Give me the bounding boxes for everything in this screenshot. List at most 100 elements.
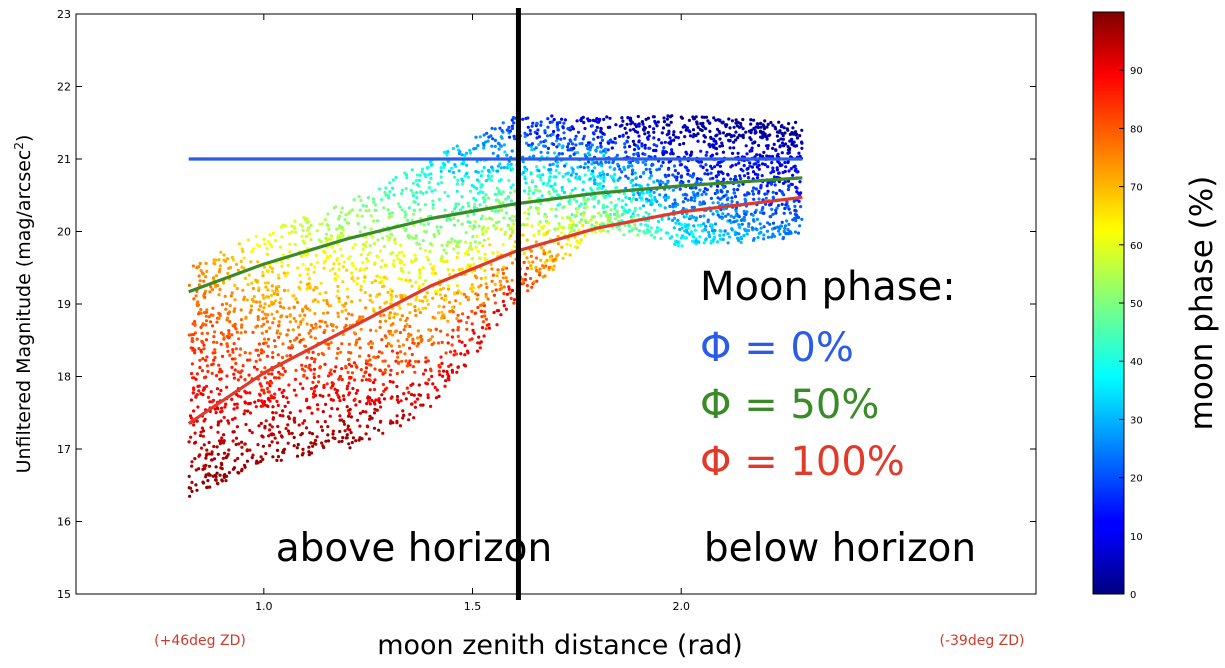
- scatter-point: [199, 430, 203, 434]
- scatter-point: [325, 324, 329, 328]
- scatter-point: [242, 256, 246, 260]
- scatter-point: [485, 323, 489, 327]
- scatter-point: [219, 419, 223, 423]
- scatter-point: [501, 121, 505, 125]
- scatter-point: [561, 144, 565, 148]
- scatter-point: [345, 268, 349, 272]
- scatter-point: [762, 225, 766, 229]
- scatter-point: [438, 373, 442, 377]
- scatter-point: [590, 188, 594, 192]
- scatter-point: [195, 488, 199, 492]
- scatter-point: [665, 123, 669, 127]
- scatter-point: [314, 253, 318, 257]
- scatter-point: [436, 341, 441, 345]
- scatter-point: [523, 189, 527, 193]
- scatter-point: [734, 130, 738, 134]
- scatter-point: [555, 227, 560, 231]
- scatter-point: [642, 128, 646, 132]
- scatter-point: [243, 351, 247, 355]
- scatter-point: [553, 182, 557, 186]
- scatter-point: [456, 313, 460, 317]
- scatter-point: [407, 334, 411, 339]
- scatter-point: [284, 426, 288, 431]
- scatter-point: [361, 315, 365, 319]
- scatter-point: [304, 399, 309, 403]
- scatter-point: [698, 214, 703, 219]
- scatter-point: [346, 257, 350, 261]
- scatter-point: [410, 168, 414, 172]
- scatter-point: [560, 245, 564, 249]
- scatter-point: [202, 347, 206, 351]
- scatter-point: [389, 368, 393, 372]
- scatter-point: [390, 289, 394, 293]
- scatter-point: [218, 367, 222, 371]
- scatter-point: [205, 448, 209, 452]
- scatter-point: [755, 122, 760, 126]
- scatter-point: [490, 178, 494, 182]
- scatter-point: [747, 129, 751, 133]
- scatter-point: [630, 227, 634, 231]
- scatter-point: [490, 289, 495, 293]
- scatter-point: [329, 386, 333, 390]
- scatter-point: [295, 446, 299, 450]
- scatter-point: [582, 166, 586, 170]
- scatter-point: [308, 286, 312, 290]
- scatter-point: [771, 166, 775, 170]
- scatter-point: [484, 229, 488, 233]
- scatter-point: [366, 253, 370, 257]
- scatter-point: [736, 237, 740, 241]
- scatter-point: [371, 235, 375, 239]
- scatter-point: [704, 224, 708, 228]
- scatter-point: [778, 145, 782, 149]
- scatter-point: [380, 393, 384, 397]
- scatter-point: [206, 395, 211, 399]
- scatter-point: [214, 411, 218, 415]
- scatter-point: [418, 310, 422, 315]
- scatter-point: [435, 225, 439, 229]
- scatter-point: [437, 394, 441, 398]
- scatter-point: [583, 173, 587, 177]
- scatter-point: [560, 216, 565, 220]
- scatter-point: [683, 196, 688, 201]
- scatter-point: [359, 368, 363, 372]
- scatter-point: [216, 423, 220, 427]
- scatter-point: [433, 188, 437, 192]
- scatter-point: [628, 128, 632, 132]
- scatter-point: [502, 143, 506, 147]
- scatter-point: [491, 168, 495, 172]
- scatter-point: [480, 183, 484, 188]
- scatter-point: [707, 230, 711, 234]
- scatter-point: [286, 441, 290, 445]
- scatter-point: [239, 331, 243, 335]
- scatter-point: [201, 429, 206, 433]
- scatter-point: [297, 285, 301, 289]
- scatter-point: [496, 164, 500, 168]
- scatter-point: [787, 151, 791, 155]
- scatter-point: [604, 214, 609, 218]
- scatter-point: [423, 248, 427, 253]
- scatter-point: [355, 338, 359, 342]
- scatter-point: [387, 364, 391, 368]
- scatter-point: [318, 393, 322, 397]
- scatter-point: [737, 125, 742, 129]
- scatter-point: [417, 287, 421, 291]
- scatter-point: [213, 478, 218, 482]
- scatter-point: [218, 377, 222, 381]
- scatter-point: [721, 131, 726, 135]
- scatter-point: [529, 254, 533, 258]
- scatter-point: [560, 117, 564, 121]
- scatter-point: [277, 323, 281, 327]
- scatter-point: [273, 436, 277, 440]
- scatter-point: [479, 217, 483, 221]
- scatter-point: [215, 445, 219, 449]
- scatter-point: [493, 144, 497, 148]
- colorbar-tick-label: 90: [1130, 66, 1143, 77]
- scatter-point: [739, 167, 743, 171]
- scatter-point: [247, 273, 251, 277]
- scatter-point: [499, 313, 503, 317]
- scatter-point: [766, 235, 771, 239]
- scatter-point: [538, 273, 542, 277]
- scatter-point: [557, 143, 561, 147]
- scatter-point: [409, 333, 413, 337]
- scatter-point: [491, 273, 495, 277]
